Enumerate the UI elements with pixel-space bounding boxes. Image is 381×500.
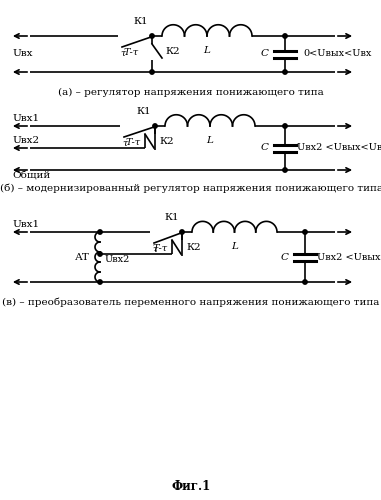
Circle shape — [303, 280, 307, 284]
Circle shape — [153, 124, 157, 128]
Text: L: L — [231, 242, 238, 251]
Text: К2: К2 — [165, 48, 179, 56]
Text: τ: τ — [122, 139, 127, 148]
Circle shape — [283, 70, 287, 74]
Text: 0<Uвых<Uвх: 0<Uвых<Uвх — [303, 50, 371, 58]
Text: (а) – регулятор напряжения понижающего типа: (а) – регулятор напряжения понижающего т… — [58, 88, 324, 96]
Circle shape — [98, 252, 102, 256]
Text: К2: К2 — [159, 138, 174, 146]
Text: Фиг.1: Фиг.1 — [171, 480, 211, 492]
Text: Uвх: Uвх — [12, 50, 32, 58]
Circle shape — [150, 34, 154, 38]
Text: Т-τ: Т-τ — [126, 138, 141, 146]
Text: τ: τ — [152, 245, 157, 254]
Circle shape — [283, 168, 287, 172]
Text: C: C — [261, 50, 269, 58]
Circle shape — [180, 230, 184, 234]
Circle shape — [150, 70, 154, 74]
Text: К1: К1 — [136, 107, 151, 116]
Text: Uвх2 <Uвых<Uвх1: Uвх2 <Uвых<Uвх1 — [297, 144, 381, 152]
Circle shape — [283, 34, 287, 38]
Text: Uвх2: Uвх2 — [105, 255, 130, 264]
Text: L: L — [207, 136, 213, 145]
Text: Uвх2: Uвх2 — [12, 136, 39, 145]
Text: (в) – преобразователь переменного напряжения понижающего типа: (в) – преобразователь переменного напряж… — [2, 297, 380, 306]
Text: Т-τ: Т-τ — [153, 244, 168, 252]
Text: C: C — [281, 252, 289, 262]
Text: C: C — [261, 144, 269, 152]
Text: Uвх1: Uвх1 — [12, 220, 39, 229]
Text: L: L — [203, 46, 210, 55]
Text: Uвх2 <Uвых<Uвх1: Uвх2 <Uвых<Uвх1 — [317, 252, 381, 262]
Text: К1: К1 — [134, 17, 148, 26]
Text: Т-τ: Т-τ — [124, 48, 139, 56]
Circle shape — [303, 230, 307, 234]
Text: (б) – модернизированный регулятор напряжения понижающего типа: (б) – модернизированный регулятор напряж… — [0, 183, 381, 192]
Text: АТ: АТ — [75, 252, 90, 262]
Circle shape — [283, 124, 287, 128]
Text: Общий: Общий — [12, 171, 50, 180]
Text: К2: К2 — [186, 244, 201, 252]
Text: К1: К1 — [165, 213, 179, 222]
Circle shape — [98, 230, 102, 234]
Text: τ: τ — [120, 49, 125, 58]
Circle shape — [98, 280, 102, 284]
Text: Uвх1: Uвх1 — [12, 114, 39, 123]
